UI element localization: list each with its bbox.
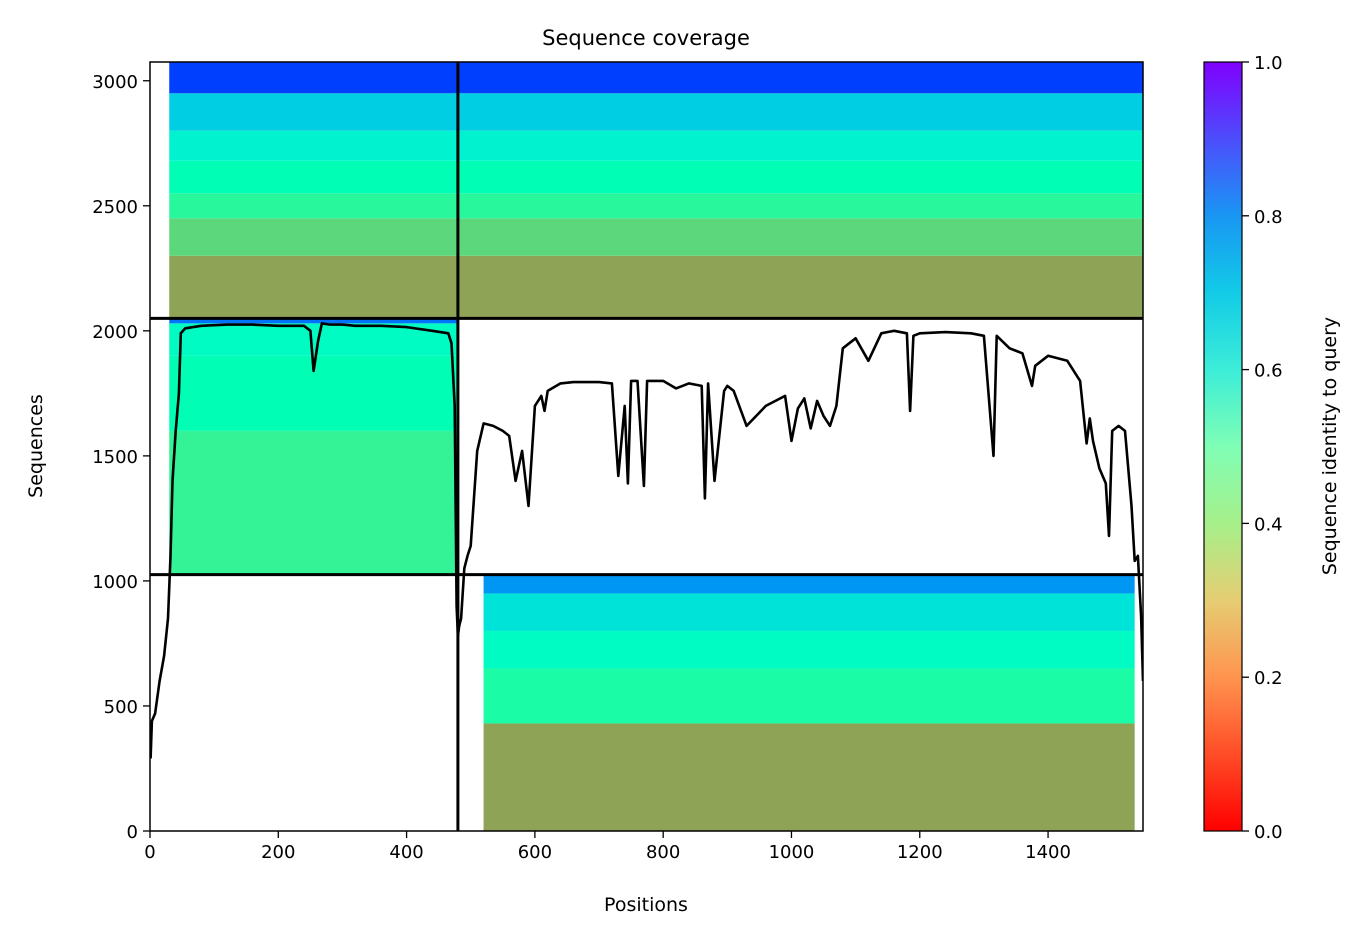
heatmap-band [169,318,458,324]
plot-frame [149,61,1144,832]
y-axis-ticks: 0 500 1000 1500 2000 2500 3000 [92,72,150,843]
x-tick-label: 200 [261,842,295,863]
y-tick-label: 3000 [92,72,138,93]
colorbar-label: Sequence identity to query [1319,317,1341,575]
x-tick-label: 1000 [769,842,815,863]
y-axis-label: Sequences [25,394,47,498]
heatmap-band [483,630,1135,669]
colorbar-tick-label: 1.0 [1254,53,1283,74]
heatmap-band [483,574,1135,594]
y-tick-label: 2000 [92,322,138,343]
coverage-line-layer [150,321,1143,759]
y-tick-label: 0 [127,822,138,843]
heatmap-band [169,93,458,131]
x-axis-label: Positions [604,894,688,916]
coverage-heatmap [169,62,1143,831]
y-tick-label: 500 [104,697,138,718]
colorbar [1203,61,1243,832]
x-tick-label: 1200 [897,842,943,863]
y-tick-label: 1500 [92,447,138,468]
coverage-line [150,321,1143,759]
x-tick-label: 600 [518,842,552,863]
colorbar-tick-label: 0.4 [1254,514,1283,535]
heatmap-band [169,160,458,194]
heatmap-band [169,62,458,94]
heatmap-band [169,430,458,575]
x-tick-label: 800 [646,842,680,863]
x-tick-label: 400 [389,842,423,863]
heatmap-band [483,668,1135,724]
colorbar-tick-label: 0.0 [1254,822,1283,843]
heatmap-band [457,218,1143,256]
colorbar-tick-label: 0.2 [1254,668,1283,689]
chart-title: Sequence coverage [542,26,750,50]
heatmap-band [169,193,458,219]
colorbar-tick-label: 0.6 [1254,361,1283,382]
heatmap-band [169,218,458,256]
x-tick-label: 1400 [1025,842,1071,863]
heatmap-band [457,62,1143,94]
x-tick-label: 0 [144,842,155,863]
heatmap-band [457,255,1143,319]
colorbar-tick-label: 0.8 [1254,207,1283,228]
heatmap-band [457,193,1143,219]
heatmap-band [169,255,458,319]
colorbar-ticks: 0.0 0.2 0.4 0.6 0.8 1.0 [1242,53,1283,843]
heatmap-band [457,130,1143,161]
heatmap-band [457,93,1143,131]
heatmap-band [483,723,1135,831]
heatmap-band [457,160,1143,194]
heatmap-band [169,130,458,161]
y-tick-label: 1000 [92,572,138,593]
y-tick-label: 2500 [92,197,138,218]
x-axis-ticks: 0 200 400 600 800 1000 1200 1400 [144,831,1071,863]
block-boundaries [150,62,1143,831]
heatmap-band [483,593,1135,631]
